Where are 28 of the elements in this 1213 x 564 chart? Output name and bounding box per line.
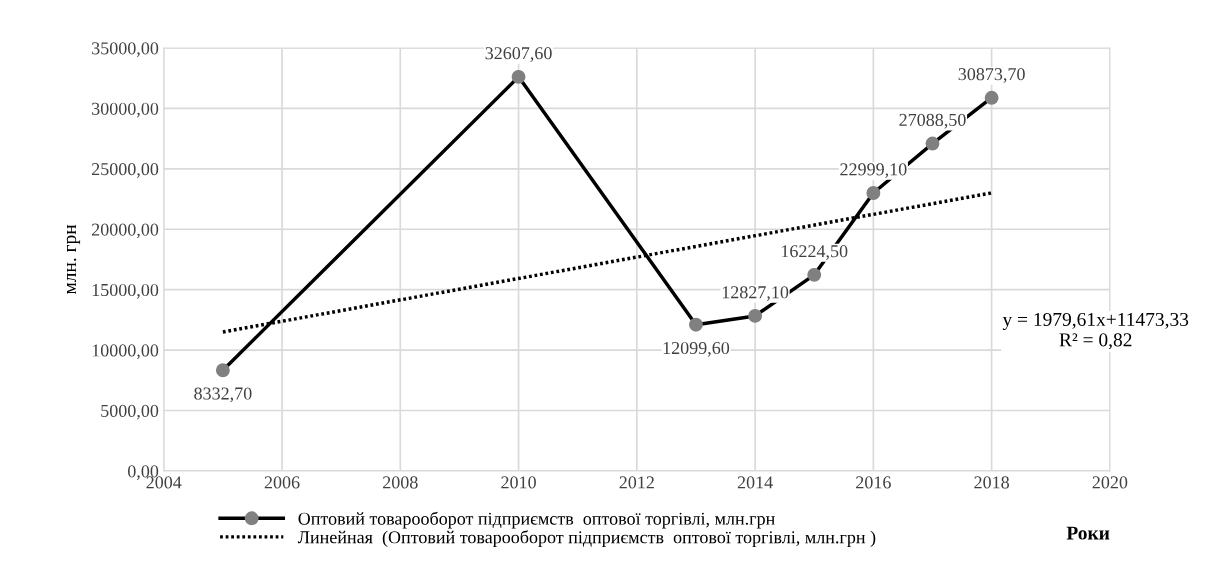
x-tick-label: 2010 <box>501 476 536 489</box>
data-label: 8332,70 <box>194 387 252 403</box>
x-axis-title: Роки <box>1066 526 1110 540</box>
data-label: 32607,60 <box>485 47 552 62</box>
data-label: 12099,60 <box>663 341 730 357</box>
y-tick-label: 35000,00 <box>92 42 159 57</box>
data-label: 27088,50 <box>899 113 966 129</box>
x-tick-label: 2020 <box>1092 476 1128 489</box>
data-label: 16224,50 <box>781 245 848 260</box>
x-tick-label: 2016 <box>856 476 891 489</box>
x-tick-label: 2012 <box>619 476 654 489</box>
legend-label: Оптовий товарооборот підприємств оптової торгівлі, млн.грн <box>298 511 775 529</box>
y-tick-label: 20000,00 <box>91 223 159 239</box>
legend-label: Линейная (Оптовий товарооборот підприємств оптової торгівлі, млн.грн ) <box>297 530 876 548</box>
x-tick-label: 2008 <box>383 476 418 489</box>
y-axis-title: млн. грн <box>66 224 81 295</box>
y-tick-label: 15000,00 <box>92 283 159 299</box>
y-tick-label: 25000,00 <box>91 163 159 178</box>
data-label: 22999,10 <box>840 163 907 179</box>
y-tick-label: 10000,00 <box>92 344 159 360</box>
annotation: y = 1979,61x+11473,33 R² = 0,82 <box>1002 312 1189 350</box>
x-tick-label: 2014 <box>737 476 773 489</box>
y-tick-label: 30000,00 <box>92 102 159 118</box>
data-label: 30873,70 <box>958 68 1025 83</box>
x-tick-label: 2006 <box>264 476 300 489</box>
data-label: 12827,10 <box>722 286 789 301</box>
x-tick-label: 2018 <box>974 476 1009 489</box>
y-tick-label: 5000,00 <box>101 404 159 420</box>
